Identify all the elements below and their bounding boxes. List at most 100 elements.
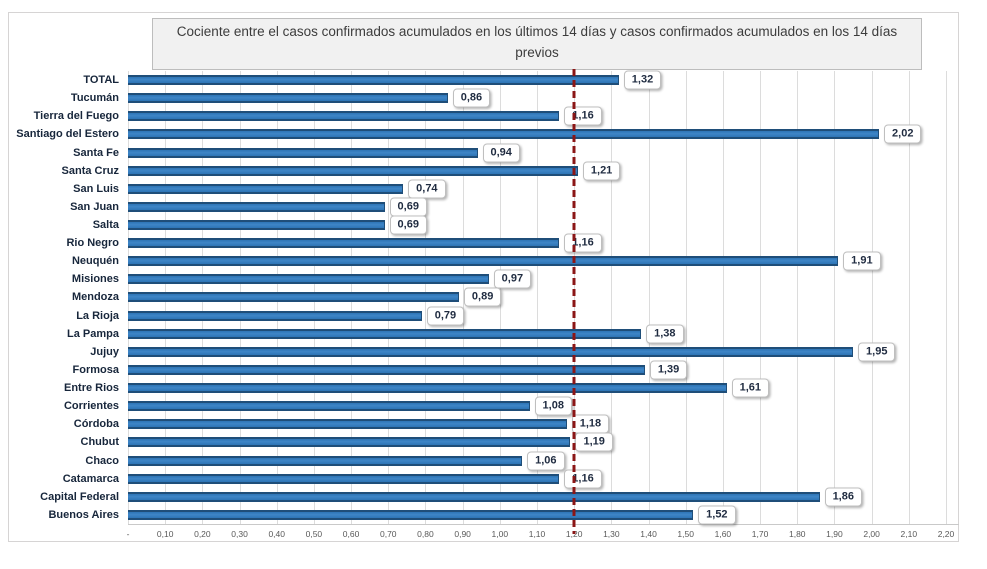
gridline [797, 71, 799, 524]
value-label: 0,74 [408, 179, 446, 199]
bar [128, 364, 645, 375]
x-axis-tick-label: 1,70 [751, 529, 769, 539]
x-axis-tick-label: 0,10 [156, 529, 174, 539]
category-label: La Pampa [67, 327, 119, 340]
value-label: 1,16 [564, 469, 602, 489]
bar-row: Rio Negro 1,16 [66, 233, 959, 253]
bar-row: Córdoba 1,18 [74, 414, 959, 434]
reference-line [572, 69, 576, 534]
category-label: Buenos Aires [48, 508, 119, 521]
value-label: 2,02 [884, 124, 922, 144]
bar-row: Catamarca 1,16 [63, 469, 959, 489]
x-axis-tick-label: 0,30 [231, 529, 248, 539]
bar-row: TOTAL 1,32 [83, 70, 959, 90]
category-label: Tierra del Fuego [33, 110, 119, 123]
category-label: Jujuy [90, 345, 119, 358]
bar [128, 274, 489, 285]
category-label: Santa Cruz [61, 164, 119, 177]
value-label: 1,95 [858, 342, 896, 362]
x-axis-tick-label: 2,20 [937, 529, 955, 539]
gridline [908, 71, 910, 524]
value-label: 1,16 [564, 233, 602, 253]
value-label: 1,91 [843, 251, 881, 271]
bar [128, 491, 820, 502]
gridline [536, 71, 538, 524]
category-label: Santiago del Estero [16, 128, 119, 141]
x-axis-tick-label: 2,10 [900, 529, 918, 539]
value-label: 1,08 [534, 396, 572, 416]
gridline [462, 71, 464, 524]
bar-row: Chaco 1,06 [85, 451, 959, 471]
bar [128, 147, 478, 158]
bar-row: Capital Federal 1,86 [40, 487, 959, 507]
bar-row: Entre Rios 1,61 [64, 378, 959, 398]
category-label: Misiones [71, 273, 119, 286]
x-axis-tick-label: 0,50 [305, 529, 323, 539]
gridline [722, 71, 724, 524]
chart-title: Cociente entre el casos confirmados acum… [152, 18, 922, 70]
x-axis-tick-label: 1,20 [565, 529, 583, 539]
chart-frame: Cociente entre el casos confirmados acum… [8, 12, 959, 542]
category-label: Neuquén [71, 255, 119, 268]
x-axis-tick-label: 1,30 [603, 529, 620, 539]
category-label: TOTAL [83, 74, 119, 87]
bar [128, 419, 567, 430]
value-label: 0,97 [493, 269, 532, 289]
x-axis-tick-label: 0,60 [342, 529, 360, 539]
bar [128, 238, 560, 249]
category-label: La Rioja [76, 309, 119, 322]
x-axis-tick-label: 0,70 [379, 529, 397, 539]
category-label: Salta [92, 219, 119, 231]
x-axis-tick-label: 0,90 [454, 529, 471, 539]
category-label: Tucumán [70, 92, 119, 105]
bar [128, 328, 642, 339]
value-label: 1,21 [582, 161, 621, 181]
bar-row: Buenos Aires 1,52 [48, 505, 959, 525]
plot-area: - 0,10 0,20 0,30 0,40 0,50 0,60 0,70 0,80 0,90 1,0… [16, 69, 959, 539]
value-label: 1,61 [731, 378, 770, 398]
bar-row: Tierra del Fuego 1,16 [34, 106, 959, 126]
bar [128, 111, 560, 122]
bar [128, 93, 448, 104]
gridline [834, 71, 836, 524]
bar [128, 346, 854, 357]
category-label: Formosa [72, 363, 119, 376]
bar [128, 455, 523, 466]
bar-row: Neuquén 1,91 [72, 251, 959, 271]
x-axis-tick-label: 0,40 [268, 529, 285, 539]
bar-row: Jujuy 1,95 [90, 342, 959, 362]
bar [128, 292, 459, 303]
x-axis-tick-label: - [126, 529, 130, 539]
value-label: 1,16 [564, 106, 602, 126]
category-label: Capital Federal [40, 490, 119, 503]
bar-row: Santa Cruz 1,21 [62, 161, 959, 181]
bar-row: San Luis 0,74 [73, 179, 959, 199]
x-axis-tick-label: 0,20 [194, 529, 211, 539]
value-label: 1,52 [698, 505, 736, 525]
bar-row: La Pampa 1,38 [67, 324, 959, 344]
bar [128, 509, 694, 520]
bar [128, 220, 385, 230]
bar-row: Formosa 1,39 [73, 360, 959, 380]
bar-row: Tucumán 0,86 [71, 88, 959, 108]
bar [128, 256, 839, 267]
gridline [648, 71, 650, 524]
x-axis-tick-label: 0,80 [417, 529, 434, 539]
bar [128, 401, 530, 412]
category-label: San Luis [73, 182, 119, 195]
bar-row: Corrientes 1,08 [64, 396, 959, 416]
x-axis-tick-label: 2,00 [863, 529, 880, 539]
gridline [611, 71, 613, 524]
gridline [871, 71, 873, 524]
gridline [760, 71, 762, 524]
x-axis-tick-label: 1,60 [714, 529, 732, 539]
category-label: Catamarca [62, 472, 119, 485]
bar [128, 183, 404, 194]
category-label: Chubut [80, 436, 119, 449]
bar-row: Salta 0,69 [93, 215, 959, 235]
bar-row: San Juan 0,69 [70, 197, 959, 217]
value-label: 0,79 [426, 306, 465, 326]
bar-row: Chubut 1,19 [81, 432, 959, 452]
bar [128, 437, 571, 448]
